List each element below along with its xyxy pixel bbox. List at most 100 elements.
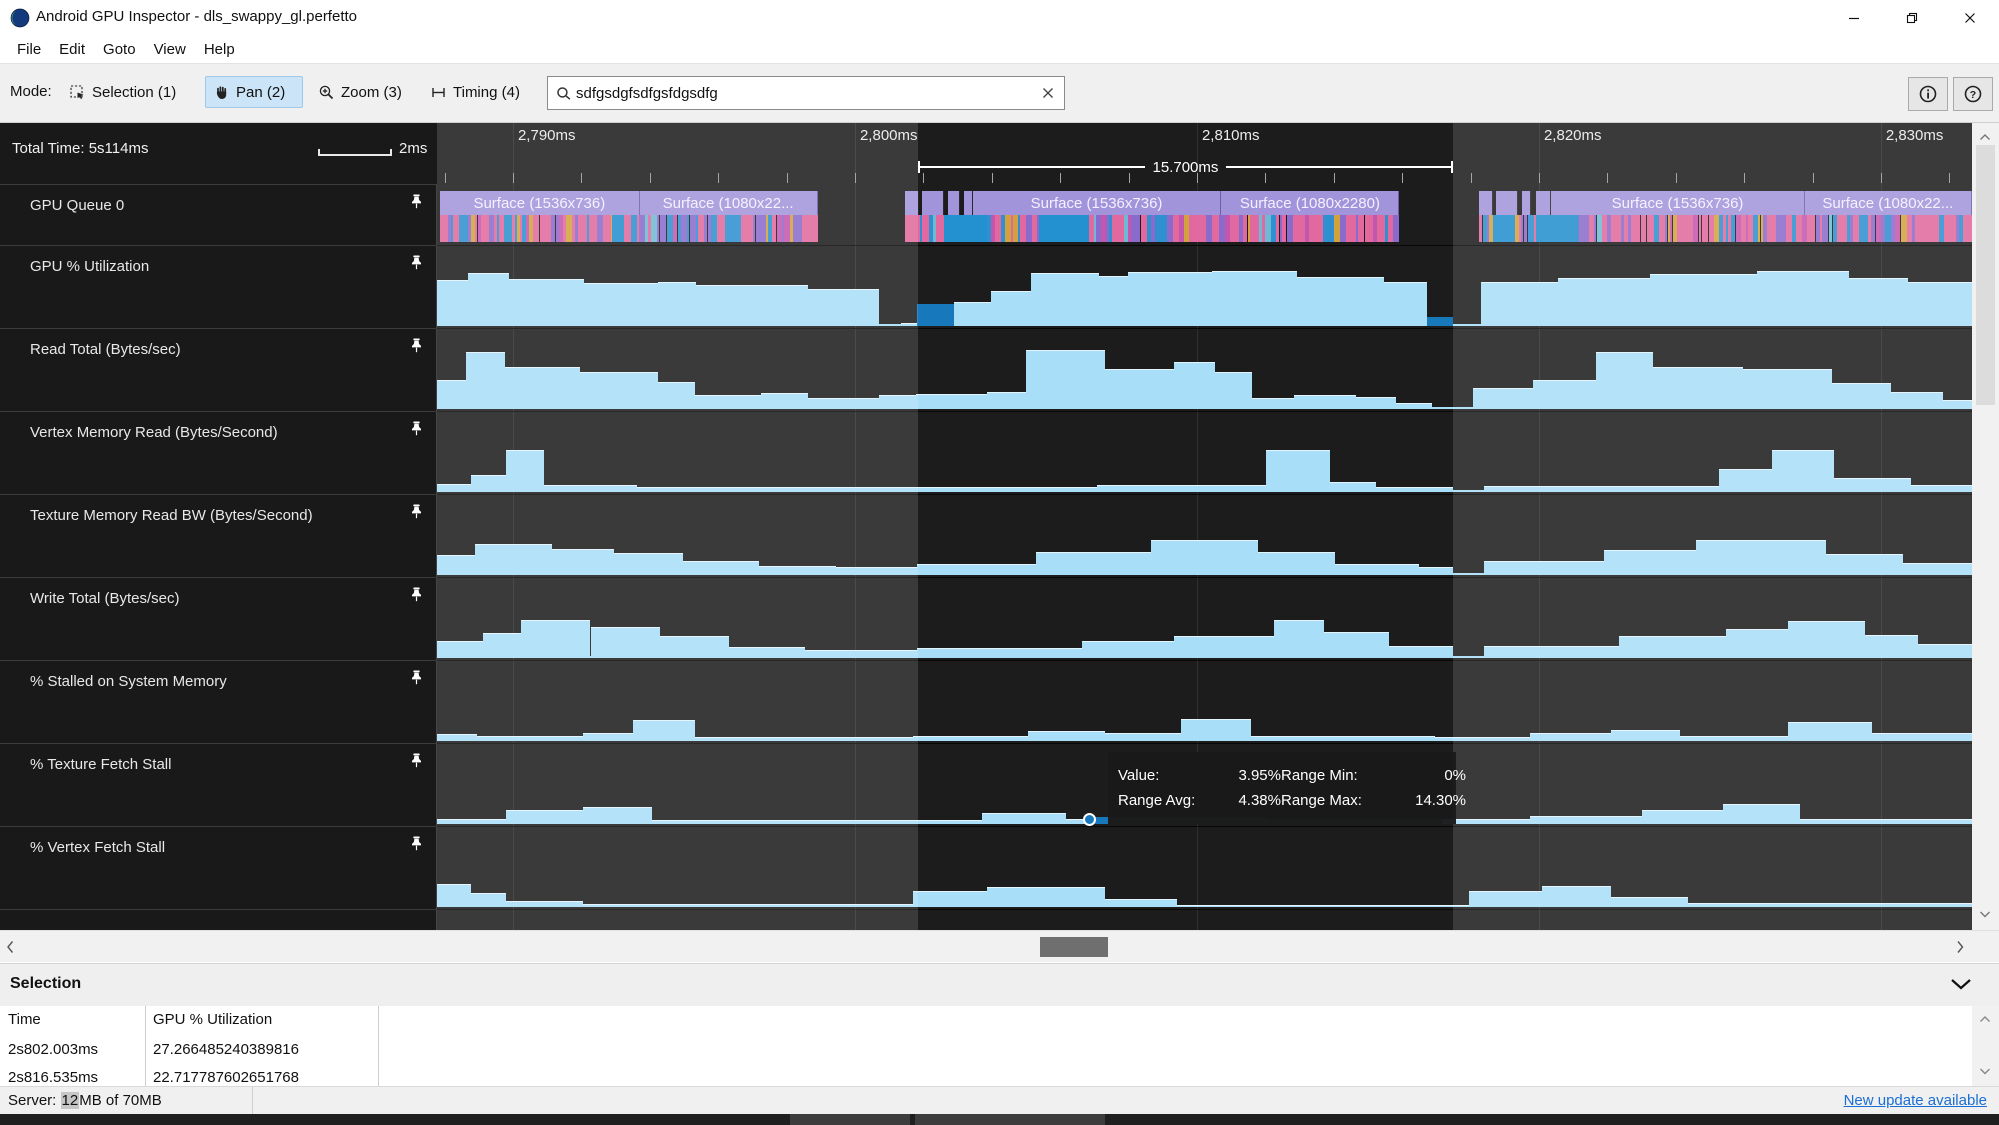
timeline-horizontal-scrollbar[interactable] xyxy=(0,930,1999,962)
ruler-tick xyxy=(1675,173,1677,183)
track-label-vertex-memory-read-bytes-second-[interactable]: Vertex Memory Read (Bytes/Second) xyxy=(0,412,437,495)
scroll-left-icon[interactable] xyxy=(6,940,15,959)
pin-icon[interactable] xyxy=(408,586,425,603)
chart-segment xyxy=(1250,736,1435,741)
track-row-gpu-utilization[interactable] xyxy=(437,246,1972,329)
surface-slice[interactable] xyxy=(1479,191,1494,215)
table-row[interactable]: 2s802.003ms 27.266485240389816 xyxy=(0,1036,1999,1064)
chart-segment xyxy=(1026,349,1105,409)
surface-slice[interactable] xyxy=(922,191,944,215)
surface-slice[interactable] xyxy=(948,191,961,215)
chart-segment xyxy=(1611,730,1681,741)
pin-icon[interactable] xyxy=(408,254,425,271)
chart-segment xyxy=(1557,277,1650,326)
scroll-down-icon[interactable] xyxy=(1979,906,1991,924)
pin-icon[interactable] xyxy=(408,503,425,520)
scroll-up-icon[interactable] xyxy=(1979,1011,1991,1029)
scroll-up-icon[interactable] xyxy=(1979,129,1991,147)
menu-item-edit[interactable]: Edit xyxy=(59,41,86,58)
table-row[interactable]: 2s816.535ms 22.717787602651768 xyxy=(0,1064,1999,1086)
chart-segment xyxy=(651,820,913,824)
track-label-write-total-bytes-sec-[interactable]: Write Total (Bytes/sec) xyxy=(0,578,437,661)
track-area[interactable]: Surface (1536x736) Surface (1080x22... Sur… xyxy=(437,123,1972,930)
ruler-tick xyxy=(786,173,788,183)
track-row-write-total-bytes-sec-[interactable] xyxy=(437,578,1972,661)
time-tick-label: 2,800ms xyxy=(859,127,918,144)
collapse-chevron-icon[interactable] xyxy=(1949,977,1973,996)
hscroll-thumb[interactable] xyxy=(1040,937,1108,957)
table-vertical-scrollbar[interactable] xyxy=(1972,1006,1999,1086)
minimize-button[interactable] xyxy=(1825,0,1883,36)
close-button[interactable] xyxy=(1941,0,1999,36)
track-row-read-total-bytes-sec-[interactable] xyxy=(437,329,1972,412)
menu-item-help[interactable]: Help xyxy=(203,41,235,58)
search-input[interactable] xyxy=(572,84,1032,102)
total-time-label: Total Time: 5s114ms xyxy=(12,140,149,157)
help-button[interactable]: ? xyxy=(1953,77,1993,111)
scale-bracket xyxy=(318,149,392,156)
chart-segment xyxy=(1265,449,1331,492)
surface-slice[interactable]: Surface (1536x736) xyxy=(972,191,1222,215)
surface-slice[interactable] xyxy=(1522,191,1532,215)
track-label-texture-memory-read-bw-bytes-second-[interactable]: Texture Memory Read BW (Bytes/Second) xyxy=(0,495,437,578)
track-row-gpu-queue-0[interactable]: Surface (1536x736) Surface (1080x22... Sur… xyxy=(437,185,1972,246)
info-button[interactable] xyxy=(1908,77,1948,111)
track-row--vertex-fetch-stall[interactable] xyxy=(437,827,1972,910)
update-link[interactable]: New update available xyxy=(1843,1092,1987,1109)
track-row-vertex-memory-read-bytes-second-[interactable] xyxy=(437,412,1972,495)
menu-item-goto[interactable]: Goto xyxy=(103,41,136,58)
scroll-down-icon[interactable] xyxy=(1979,1063,1991,1081)
timeline-vertical-scrollbar[interactable] xyxy=(1972,123,1999,930)
track-label-read-total-bytes-sec-[interactable]: Read Total (Bytes/sec) xyxy=(0,329,437,412)
pin-icon[interactable] xyxy=(408,669,425,686)
chart-segment xyxy=(437,640,484,658)
tool-pan[interactable]: Pan (2) xyxy=(205,76,303,108)
chart-segment xyxy=(1215,372,1253,409)
track-label-gpu-utilization[interactable]: GPU % Utilization xyxy=(0,246,437,329)
tool-timing[interactable]: Timing (4) xyxy=(423,76,533,108)
scroll-right-icon[interactable] xyxy=(1956,940,1965,959)
menu-item-file[interactable]: File xyxy=(17,41,42,58)
pin-icon[interactable] xyxy=(408,420,425,437)
surface-slice[interactable] xyxy=(1536,191,1552,215)
timeline-vscroll-thumb[interactable] xyxy=(1976,145,1995,405)
tool-selection[interactable]: Selection (1) xyxy=(62,76,195,108)
selection-panel-header[interactable]: Selection xyxy=(0,963,1999,1006)
track-label-gpu-queue-0[interactable]: GPU Queue 0 xyxy=(0,185,437,246)
chart-segment xyxy=(1252,397,1294,409)
track-row--stalled-on-system-memory[interactable] xyxy=(437,661,1972,744)
tooltip-label: Range Avg: xyxy=(1118,792,1196,809)
surface-slice[interactable]: Surface (1536x736) xyxy=(1551,191,1805,215)
surface-slice[interactable]: Surface (1080x22... xyxy=(639,191,818,215)
toolbar: Mode: Selection (1) Pan (2) Zoom (3) Timing… xyxy=(0,63,1999,123)
gpu-slice-stripes xyxy=(905,215,1400,242)
surface-slice[interactable]: Surface (1536x736) xyxy=(440,191,640,215)
menu-item-view[interactable]: View xyxy=(153,41,186,58)
track-name: GPU Queue 0 xyxy=(30,197,125,214)
track-label--vertex-fetch-stall[interactable]: % Vertex Fetch Stall xyxy=(0,827,437,910)
tool-zoom[interactable]: Zoom (3) xyxy=(311,76,410,108)
track-label--texture-fetch-stall[interactable]: % Texture Fetch Stall xyxy=(0,744,437,827)
surface-slice[interactable] xyxy=(1496,191,1518,215)
ruler-tick xyxy=(649,173,651,183)
surface-slice[interactable] xyxy=(963,191,973,215)
column-divider xyxy=(145,1006,146,1086)
surface-slice[interactable]: Surface (1080x2280) xyxy=(1221,191,1400,215)
surface-slice[interactable]: Surface (1080x22... xyxy=(1804,191,1972,215)
chart-segment xyxy=(506,900,583,907)
restore-button[interactable] xyxy=(1883,0,1941,36)
pin-icon[interactable] xyxy=(408,193,425,210)
chart-segment xyxy=(1757,271,1850,326)
track-name: Read Total (Bytes/sec) xyxy=(30,341,181,358)
track-row-texture-memory-read-bw-bytes-second-[interactable] xyxy=(437,495,1972,578)
surface-slice[interactable] xyxy=(905,191,919,215)
search-clear-icon[interactable] xyxy=(1032,87,1064,99)
chart-segment xyxy=(1258,551,1335,575)
pin-icon[interactable] xyxy=(408,337,425,354)
time-tick-label: 2,820ms xyxy=(1543,127,1602,144)
pin-icon[interactable] xyxy=(408,752,425,769)
pin-icon[interactable] xyxy=(408,835,425,852)
track-label--stalled-on-system-memory[interactable]: % Stalled on System Memory xyxy=(0,661,437,744)
chart-segment xyxy=(1035,551,1151,575)
search-box[interactable] xyxy=(547,76,1065,110)
